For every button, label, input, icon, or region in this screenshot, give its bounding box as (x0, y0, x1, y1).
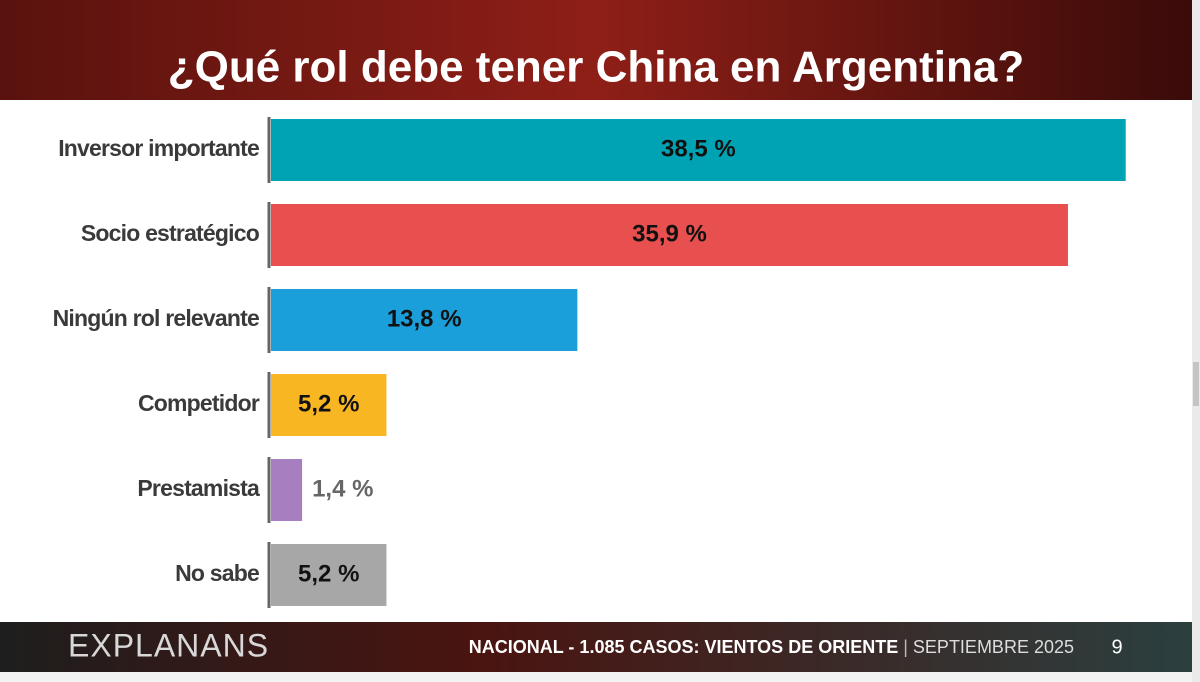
chart-title: ¿Qué rol debe tener China en Argentina? (168, 43, 1024, 92)
value-label: 38,5 % (661, 135, 736, 162)
category-label: Socio estratégico (81, 220, 260, 246)
separator: | (903, 637, 908, 657)
value-label: 35,9 % (632, 220, 707, 247)
scrollbar (1192, 0, 1200, 682)
scrollbar-thumb (1193, 362, 1199, 406)
footer-band (0, 622, 1192, 672)
footer-info: NACIONAL - 1.085 CASOS: VIENTOS DE ORIEN… (469, 637, 1074, 657)
header-band (0, 0, 1192, 100)
page-number: 9 (1111, 636, 1122, 658)
slide-background (0, 0, 1192, 622)
value-label: 5,2 % (298, 560, 359, 587)
category-label: Competidor (138, 390, 260, 416)
bar (271, 374, 387, 436)
value-label: 5,2 % (298, 390, 359, 417)
study: VIENTOS DE ORIENTE (705, 637, 899, 657)
scope: NACIONAL - 1.085 CASOS: (469, 637, 700, 657)
value-label: 1,4 % (312, 475, 373, 502)
brand: EXPLANANS (68, 627, 269, 663)
bar (271, 289, 578, 351)
category-label: Inversor importante (58, 135, 259, 161)
category-label: Ningún rol relevante (53, 305, 259, 331)
category-label: No sabe (175, 560, 259, 586)
bar (271, 119, 1126, 181)
bar (271, 544, 387, 606)
date: SEPTIEMBRE 2025 (913, 637, 1074, 657)
bar (271, 459, 303, 521)
bar (271, 204, 1068, 266)
value-label: 13,8 % (387, 305, 462, 332)
category-label: Prestamista (137, 475, 260, 501)
